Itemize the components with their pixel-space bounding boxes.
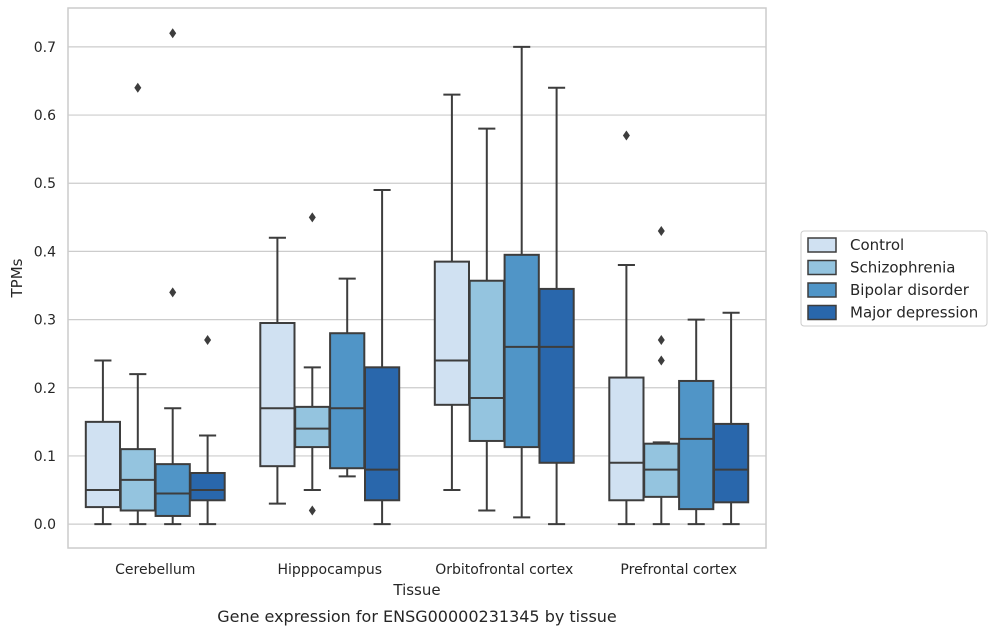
outlier-point-0 bbox=[134, 82, 142, 93]
box-iqr bbox=[259, 322, 296, 468]
box-1-0 bbox=[259, 236, 296, 505]
outlier-point-1 bbox=[308, 505, 316, 516]
legend-swatch-3 bbox=[807, 304, 837, 321]
box-iqr bbox=[538, 287, 575, 464]
legend-swatch-2 bbox=[807, 282, 837, 298]
box-iqr bbox=[468, 279, 505, 442]
x-axis-label: Tissue bbox=[392, 581, 440, 599]
box-3-2 bbox=[678, 318, 715, 526]
chart-caption: Gene expression for ENSG00000231345 by t… bbox=[217, 607, 617, 626]
box-0-3 bbox=[189, 335, 226, 526]
y-tick-label-4: 0.4 bbox=[34, 244, 56, 260]
box-0-0 bbox=[84, 359, 122, 526]
box-iqr bbox=[433, 260, 471, 406]
box-0-1 bbox=[119, 82, 156, 526]
box-iqr bbox=[84, 420, 122, 509]
box-2-3 bbox=[538, 86, 575, 526]
box-iqr bbox=[189, 472, 226, 502]
outlier-point-0 bbox=[657, 225, 665, 236]
box-3-0 bbox=[608, 130, 645, 526]
y-axis-label: TPMs bbox=[8, 258, 26, 298]
x-tick-label-1: Hipppocampus bbox=[277, 562, 382, 578]
box-iqr bbox=[678, 379, 715, 511]
outlier-point-2 bbox=[657, 355, 665, 366]
y-tick-label-7: 0.7 bbox=[34, 40, 56, 56]
outlier-point-0 bbox=[308, 212, 316, 223]
y-tick-label-5: 0.5 bbox=[34, 176, 56, 192]
legend-swatch-0 bbox=[807, 237, 837, 253]
legend-frame bbox=[800, 230, 988, 327]
y-axis-ticks: 0.0 0.1 0.2 0.3 0.4 0.5 0.6 0.7 bbox=[34, 40, 56, 533]
box-iqr bbox=[503, 253, 540, 449]
box-1-1 bbox=[294, 212, 331, 516]
x-tick-label-3: Prefrontal cortex bbox=[620, 562, 737, 578]
legend-label-3: Major depression bbox=[850, 304, 978, 322]
x-tick-label-0: Cerebellum bbox=[115, 562, 195, 578]
box-2-1 bbox=[468, 127, 505, 512]
y-tick-label-0: 0.0 bbox=[34, 517, 56, 533]
box-iqr bbox=[154, 463, 191, 517]
legend: Control Schizophrenia Bipolar disorder Majo… bbox=[800, 230, 988, 327]
grid-lines bbox=[68, 46, 766, 525]
outlier-point-1 bbox=[657, 335, 665, 346]
outlier-point-0 bbox=[204, 335, 212, 346]
legend-label-1: Schizophrenia bbox=[850, 259, 955, 277]
plot-frame bbox=[67, 7, 767, 549]
box-1-2 bbox=[329, 277, 366, 478]
box-iqr bbox=[608, 376, 645, 502]
box-iqr bbox=[294, 405, 331, 449]
box-iqr bbox=[712, 422, 750, 504]
box-0-2 bbox=[154, 28, 191, 526]
x-tick-label-2: Orbitofrontal cortex bbox=[435, 562, 573, 578]
y-tick-label-2: 0.2 bbox=[34, 381, 56, 397]
box-2-2 bbox=[503, 45, 540, 519]
y-tick-label-1: 0.1 bbox=[34, 449, 56, 465]
box-3-3 bbox=[712, 311, 750, 526]
legend-swatch-1 bbox=[807, 259, 837, 276]
box-1-3 bbox=[363, 189, 401, 526]
box-3-1 bbox=[643, 225, 680, 526]
y-tick-label-3: 0.3 bbox=[34, 313, 56, 329]
legend-label-2: Bipolar disorder bbox=[850, 281, 970, 299]
plot-area bbox=[84, 28, 750, 526]
y-tick-label-6: 0.6 bbox=[34, 108, 56, 124]
outlier-point-0 bbox=[622, 130, 630, 141]
box-2-0 bbox=[433, 93, 471, 492]
legend-label-0: Control bbox=[850, 236, 904, 254]
outlier-point-0 bbox=[169, 28, 177, 39]
outlier-point-1 bbox=[169, 287, 177, 298]
x-axis-ticks: Cerebellum Hipppocampus Orbitofrontal cort… bbox=[115, 562, 737, 578]
box-iqr bbox=[363, 366, 401, 502]
box-iqr bbox=[329, 332, 366, 470]
